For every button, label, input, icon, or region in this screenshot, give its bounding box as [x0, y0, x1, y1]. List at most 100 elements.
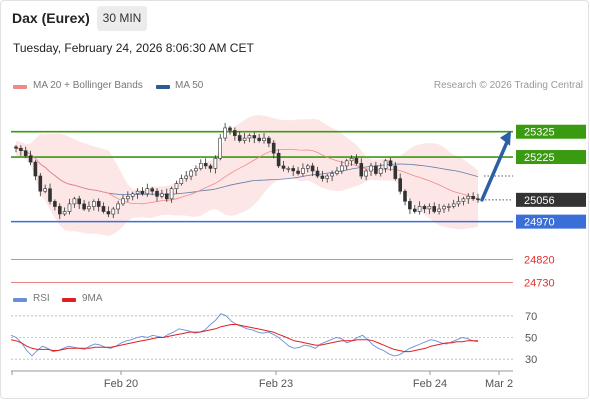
candle	[393, 161, 398, 181]
candle-body	[208, 165, 213, 169]
candle	[194, 165, 198, 177]
candle	[106, 206, 111, 218]
candle-body	[267, 137, 271, 144]
candle-body	[276, 152, 281, 167]
candle-body	[33, 161, 38, 177]
candle-body	[476, 198, 480, 201]
x-tick-label: Feb 24	[413, 378, 447, 390]
candle	[310, 162, 315, 177]
candle-body	[325, 175, 330, 179]
candle	[315, 166, 320, 179]
resistance-tag-25225	[516, 150, 586, 165]
candle	[101, 202, 106, 214]
candle	[286, 166, 291, 173]
candle-body	[427, 206, 432, 210]
candle-body	[28, 155, 33, 163]
candle	[446, 203, 451, 212]
candle	[96, 198, 101, 212]
candle	[82, 199, 86, 211]
candle	[53, 199, 57, 211]
candle-body	[451, 203, 456, 207]
candle-body	[179, 178, 184, 185]
candle-body	[388, 160, 393, 167]
candle	[179, 174, 184, 186]
candle-body	[403, 190, 407, 202]
ma20-legend-swatch	[13, 85, 27, 89]
instrument-title: Dax (Eurex)	[12, 10, 90, 26]
candle	[140, 187, 145, 196]
candle-body	[233, 130, 237, 136]
last-price-label: 25056	[524, 195, 555, 207]
candle-body	[344, 160, 349, 167]
candle-body	[291, 168, 296, 172]
candle	[291, 165, 296, 177]
candle	[19, 145, 23, 156]
candle	[116, 200, 120, 215]
candle-body	[184, 175, 188, 179]
candle	[267, 136, 271, 148]
candle-body	[247, 135, 252, 139]
datetime-label: Tuesday, February 24, 2026 8:06:30 AM CE…	[13, 41, 254, 55]
candle	[456, 196, 461, 207]
candle-body	[271, 142, 276, 154]
candle	[427, 203, 432, 215]
candle-body	[82, 203, 86, 210]
candle	[174, 180, 179, 194]
candle-body	[456, 201, 461, 205]
candle	[276, 149, 281, 168]
candle-body	[199, 163, 203, 169]
candle	[335, 166, 339, 176]
candle	[72, 196, 77, 208]
candle	[476, 193, 480, 203]
candle	[344, 158, 349, 170]
x-tick-label: Feb 20	[104, 378, 138, 390]
candle-body	[437, 208, 441, 212]
candle	[126, 191, 130, 202]
candle	[378, 163, 383, 177]
candle	[165, 188, 169, 202]
candle-body	[145, 188, 150, 195]
forecast-arrow-head	[500, 130, 511, 146]
candle-body	[432, 206, 437, 212]
candle-body	[281, 165, 286, 169]
x-tick-label: Mar 2	[485, 378, 513, 390]
candle	[57, 203, 62, 220]
candle	[38, 173, 43, 197]
resistance-tag-25325	[516, 124, 586, 139]
candle-body	[72, 198, 77, 205]
candle-body	[422, 206, 427, 210]
candle	[296, 166, 300, 176]
resistance-label-25325: 25325	[524, 127, 555, 139]
candle-body	[130, 193, 135, 197]
candle-body	[87, 206, 91, 210]
candle	[145, 183, 150, 197]
candle	[422, 204, 427, 214]
candle	[228, 125, 232, 135]
candle	[339, 160, 344, 175]
timeframe-button[interactable]: 30 MIN	[97, 6, 147, 31]
candle	[130, 191, 135, 201]
ma20-legend-label: MA 20 + Bollinger Bands	[33, 80, 143, 91]
candle	[28, 150, 33, 166]
candle	[43, 184, 48, 194]
ma50-legend-swatch	[156, 85, 170, 89]
candle	[150, 186, 154, 196]
candle-body	[14, 146, 18, 149]
candle	[67, 198, 72, 215]
rsi-ma9-line	[10, 324, 478, 353]
candle-body	[262, 137, 266, 141]
candle-body	[169, 188, 174, 200]
candle	[199, 159, 203, 171]
candle	[262, 132, 266, 144]
candle-body	[310, 165, 315, 172]
candle-body	[194, 168, 198, 172]
candle-body	[92, 201, 96, 207]
candle-body	[237, 135, 242, 141]
ma9-legend-swatch	[62, 298, 76, 302]
candle-body	[446, 206, 451, 208]
candle-body	[53, 201, 57, 207]
candle-body	[67, 203, 72, 212]
candle	[160, 189, 164, 199]
candle-body	[111, 208, 116, 215]
